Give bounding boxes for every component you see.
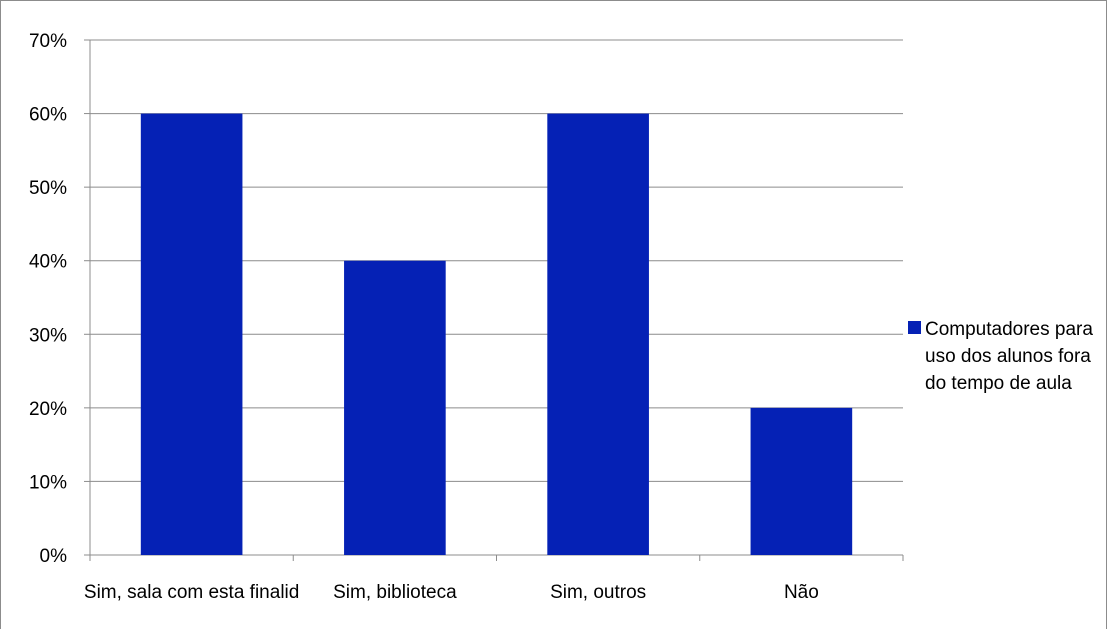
bar [140,113,243,556]
x-tick-label: Não [784,582,819,603]
legend-label: Computadores para uso dos alunos fora do… [925,319,1093,394]
y-tick-label: 60% [29,105,67,126]
y-tick-label: 10% [29,472,67,493]
y-tick-label: 0% [40,546,68,567]
bar [750,407,853,555]
bar [344,260,446,555]
legend: Computadores para uso dos alunos fora do… [908,316,1098,397]
x-tick-label: Sim, sala com esta finalid [84,582,299,603]
y-tick-label: 70% [29,31,67,52]
x-tick-label: Sim, outros [550,582,646,603]
y-tick-label: 20% [29,399,67,420]
bar [547,113,649,556]
y-tick-label: 40% [29,252,67,273]
y-tick-label: 30% [29,325,67,346]
y-tick-label: 50% [29,178,67,199]
legend-swatch [908,321,921,334]
x-tick-label: Sim, biblioteca [333,582,457,603]
